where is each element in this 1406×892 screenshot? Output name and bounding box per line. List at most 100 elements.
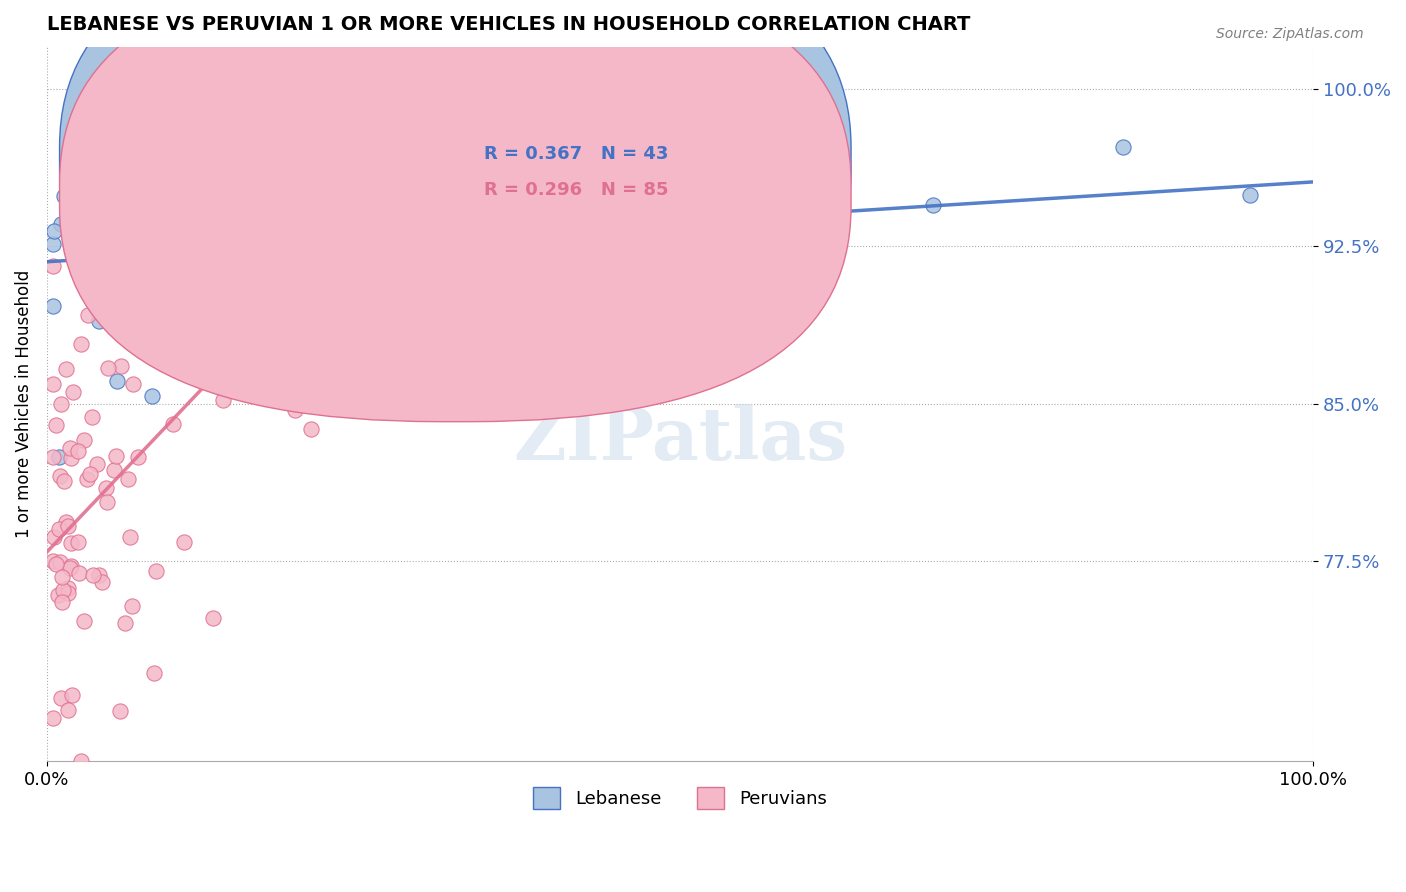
Point	[89, 568, 111, 582]
Point	[281, 321, 304, 335]
Point	[52, 582, 75, 597]
Point	[420, 316, 443, 330]
Point	[284, 403, 307, 417]
Point	[110, 359, 132, 373]
Point	[167, 298, 190, 312]
Point	[121, 159, 143, 173]
Point	[225, 168, 247, 182]
Point	[42, 377, 65, 392]
Point	[48, 522, 70, 536]
Point	[269, 261, 291, 276]
Point	[42, 223, 65, 237]
Point	[114, 616, 136, 631]
Point	[58, 582, 80, 596]
Point	[55, 362, 77, 376]
Point	[51, 595, 73, 609]
Point	[62, 149, 84, 163]
Point	[55, 516, 77, 530]
Point	[86, 457, 108, 471]
Point	[396, 163, 419, 178]
Point	[212, 393, 235, 408]
Point	[49, 556, 72, 570]
Point	[45, 417, 67, 432]
Point	[82, 568, 104, 582]
Point	[59, 450, 82, 465]
Point	[115, 235, 138, 249]
Text: Source: ZipAtlas.com: Source: ZipAtlas.com	[1216, 27, 1364, 41]
Point	[201, 298, 224, 312]
Text: ZIPatlas: ZIPatlas	[513, 404, 848, 475]
Point	[117, 472, 139, 486]
Point	[176, 205, 198, 219]
Point	[122, 244, 145, 259]
Point	[447, 157, 470, 171]
Point	[76, 472, 98, 486]
Point	[108, 251, 131, 265]
Point	[60, 535, 83, 549]
Point	[59, 441, 82, 455]
Point	[56, 703, 79, 717]
Point	[94, 481, 117, 495]
Point	[60, 688, 83, 702]
FancyBboxPatch shape	[59, 0, 851, 386]
Point	[145, 564, 167, 578]
Point	[67, 566, 90, 581]
Point	[73, 433, 96, 447]
Point	[72, 614, 94, 628]
Point	[104, 449, 127, 463]
Point	[396, 75, 419, 89]
Point	[145, 302, 167, 317]
Point	[105, 374, 128, 388]
Point	[148, 185, 170, 199]
Point	[173, 535, 195, 549]
Point	[108, 228, 131, 243]
Point	[56, 519, 79, 533]
Point	[96, 255, 118, 269]
Point	[122, 376, 145, 391]
Point	[288, 295, 311, 310]
Point	[131, 216, 153, 230]
Point	[42, 259, 65, 273]
Point	[46, 588, 69, 602]
FancyBboxPatch shape	[433, 132, 711, 219]
Point	[142, 666, 165, 681]
Point	[132, 244, 155, 259]
Point	[55, 212, 77, 227]
Point	[127, 450, 149, 464]
Point	[315, 296, 337, 310]
Point	[120, 530, 142, 544]
Point	[91, 575, 114, 590]
Point	[103, 463, 125, 477]
Point	[79, 254, 101, 268]
Point	[67, 534, 90, 549]
Point	[299, 422, 322, 436]
Point	[51, 570, 73, 584]
Point	[796, 258, 818, 272]
Point	[59, 559, 82, 574]
Legend: Lebanese, Peruvians: Lebanese, Peruvians	[526, 780, 834, 816]
Point	[141, 389, 163, 403]
Point	[180, 301, 202, 315]
Point	[72, 176, 94, 190]
Point	[96, 495, 118, 509]
Point	[42, 236, 65, 251]
Point	[49, 217, 72, 231]
Point	[90, 147, 112, 161]
Point	[295, 260, 318, 275]
Point	[922, 197, 945, 211]
Point	[121, 599, 143, 613]
Point	[222, 253, 245, 268]
Point	[413, 64, 436, 78]
FancyBboxPatch shape	[59, 0, 851, 422]
Point	[162, 417, 184, 431]
Text: R = 0.296   N = 85: R = 0.296 N = 85	[484, 180, 668, 199]
Point	[1239, 188, 1261, 202]
Point	[278, 61, 301, 75]
Point	[202, 610, 225, 624]
Point	[256, 258, 278, 272]
Point	[412, 274, 434, 288]
Point	[153, 292, 176, 306]
Point	[44, 530, 66, 544]
Point	[42, 299, 65, 313]
Point	[1112, 140, 1135, 154]
